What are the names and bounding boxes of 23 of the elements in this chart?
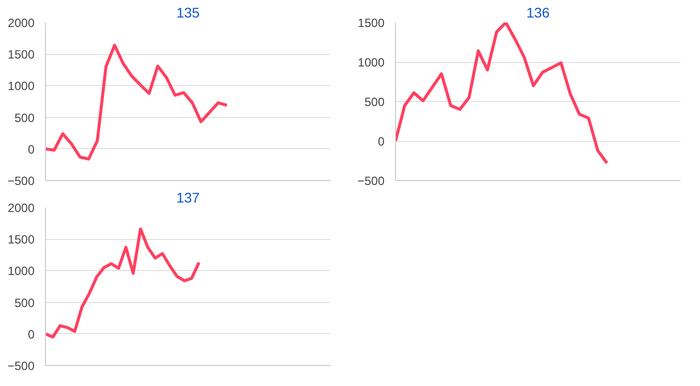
y-tick-label: 1000 (8, 264, 35, 278)
y-tick-label: 500 (364, 95, 385, 109)
line-series (46, 227, 200, 339)
y-tick-label: −500 (7, 174, 35, 188)
y-tick-label: 2000 (8, 201, 35, 215)
y-tick-label: 1500 (8, 48, 35, 62)
y-tick-label: 1500 (8, 232, 35, 247)
y-tick-label: 2000 (8, 16, 35, 30)
line-series (46, 44, 228, 161)
chart-title: 137 (176, 190, 200, 206)
y-tick-label: 500 (14, 296, 35, 310)
y-tick-label: 1000 (8, 79, 35, 94)
chart-title: 135 (176, 4, 200, 20)
y-tick-label: 1500 (358, 16, 385, 30)
y-tick-label: 500 (14, 110, 35, 125)
y-tick-label: −500 (7, 359, 35, 373)
chart-title: 136 (526, 4, 550, 20)
y-tick-label: 0 (378, 134, 385, 148)
y-tick-label: −500 (357, 174, 385, 188)
y-tick-label: 0 (28, 327, 35, 342)
y-tick-label: 1000 (358, 56, 385, 70)
y-tick-label: 0 (28, 142, 35, 156)
line-series (396, 22, 608, 165)
